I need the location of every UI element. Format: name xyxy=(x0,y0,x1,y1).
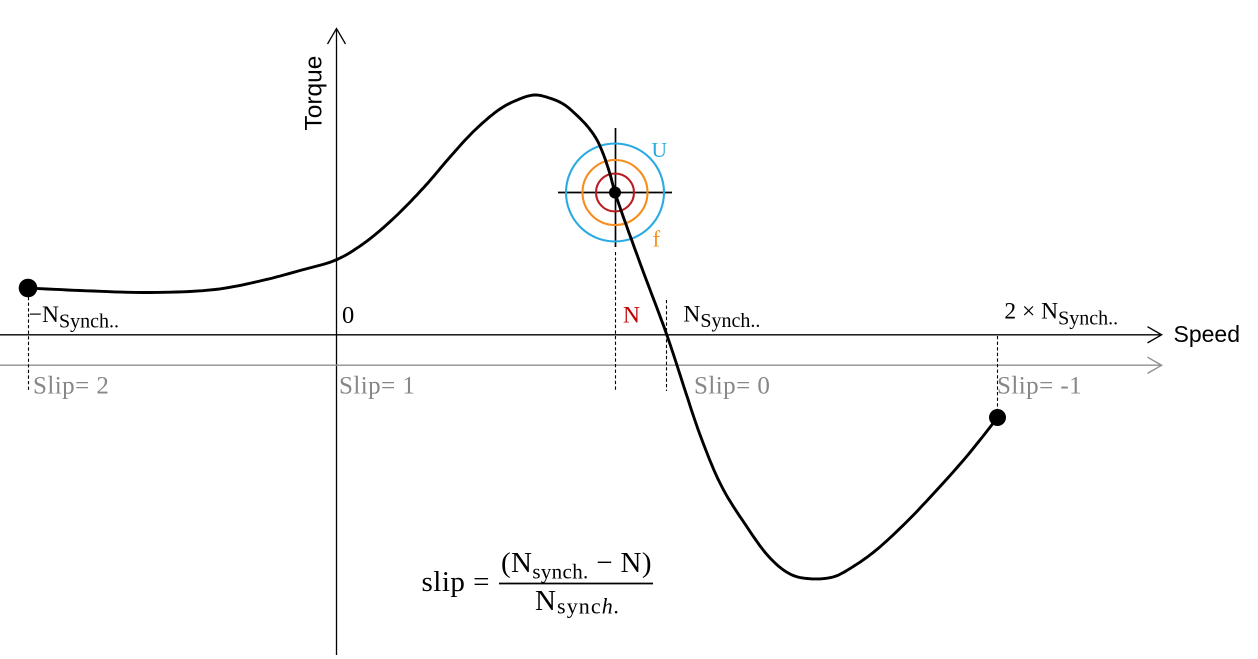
svg-text:slip =: slip = xyxy=(422,566,491,598)
svg-text:Speed: Speed xyxy=(1174,321,1241,347)
svg-text:−NSynch..: −NSynch.. xyxy=(29,302,119,333)
svg-text:0: 0 xyxy=(342,302,354,329)
svg-text:Nsynch.: Nsynch. xyxy=(535,585,620,619)
svg-text:(Nsynch. − N): (Nsynch. − N) xyxy=(501,547,652,584)
svg-text:Slip= 0: Slip= 0 xyxy=(694,373,770,400)
svg-text:2 × NSynch..: 2 × NSynch.. xyxy=(1004,299,1118,330)
svg-text:Slip= 1: Slip= 1 xyxy=(339,373,415,400)
svg-text:N: N xyxy=(623,303,640,329)
svg-text:Slip= 2: Slip= 2 xyxy=(33,373,109,400)
svg-text:U: U xyxy=(652,138,668,162)
svg-text:Slip= -1: Slip= -1 xyxy=(997,373,1082,400)
svg-text:NSynch..: NSynch.. xyxy=(683,302,760,333)
svg-text:f: f xyxy=(653,227,661,252)
svg-text:Torque: Torque xyxy=(300,56,327,131)
